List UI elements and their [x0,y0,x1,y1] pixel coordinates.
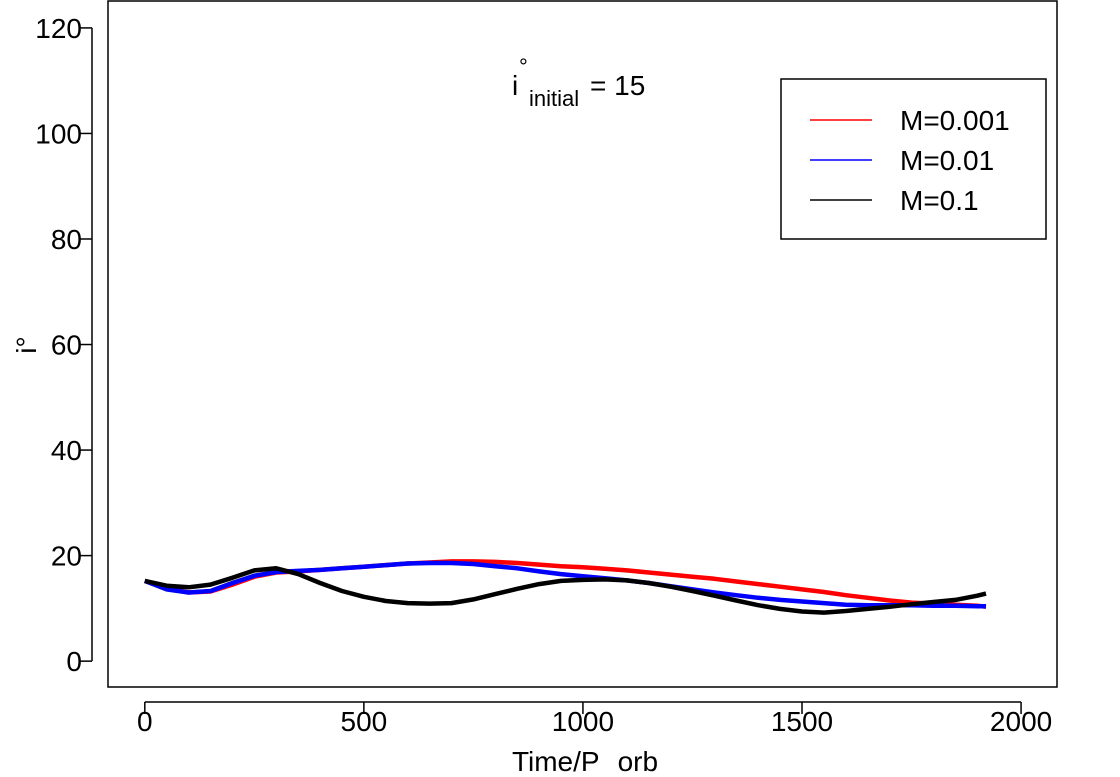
y-tick-label: 40 [51,435,82,466]
legend-box [780,78,1047,240]
y-tick-label: 0 [66,646,82,677]
annotation: i ° initial = 15 [512,54,645,111]
legend-label: M=0.1 [900,185,979,216]
x-tick-label: 0 [137,706,153,737]
y-tick-label: 120 [35,13,82,44]
x-tick-label: 1500 [771,706,833,737]
x-tick-label: 2000 [990,706,1052,737]
y-axis-label: i° [11,336,42,353]
y-tick-label: 80 [51,224,82,255]
series-line [144,566,987,615]
annotation-base: i [512,70,518,101]
x-tick-label: 500 [341,706,388,737]
y-tick-label: 60 [51,330,82,361]
x-label-sub: orb [618,746,658,777]
y-tick-label: 20 [51,541,82,572]
y-tick-label: 100 [35,118,82,149]
legend-label: M=0.01 [900,145,994,176]
annotation-sub: initial [529,86,579,111]
legend-label: M=0.001 [900,105,1010,136]
plot-box [107,0,1058,688]
x-axis-label: Time/P orb [512,746,658,777]
annotation-text: = 15 [590,70,645,101]
annotation-sup: ° [519,54,528,79]
x-label-main: Time/P [512,746,600,777]
x-tick-label: 1000 [552,706,614,737]
